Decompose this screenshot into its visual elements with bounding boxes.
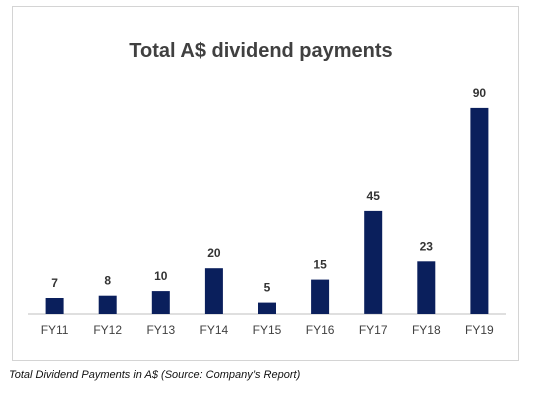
x-tick-label-fy16: FY16 [306, 323, 335, 337]
value-label-fy16: 15 [313, 258, 327, 272]
bar-fy12 [98, 295, 117, 314]
x-tick-label-fy11: FY11 [41, 323, 69, 337]
value-label-fy13: 10 [154, 269, 168, 283]
figure-caption: Total Dividend Payments in A$ (Source: C… [9, 369, 301, 381]
value-label-fy15: 5 [264, 281, 271, 295]
bar-fy17 [364, 210, 383, 314]
x-tick-label-fy18: FY18 [412, 323, 441, 337]
x-tick-label-fy14: FY14 [200, 323, 229, 337]
bars-group [45, 107, 489, 315]
bar-fy19 [470, 107, 489, 315]
value-label-fy12: 8 [104, 274, 111, 288]
bar-fy15 [258, 302, 276, 314]
value-label-fy17: 45 [367, 189, 381, 203]
chart-title: Total A$ dividend payments [129, 40, 392, 62]
tick-labels-group: FY11 FY12 FY13 FY14 FY15 FY16 FY17 FY18 FY19 [41, 323, 494, 337]
x-tick-label-fy12: FY12 [93, 323, 122, 337]
value-label-fy19: 90 [473, 86, 487, 100]
bar-fy13 [151, 291, 170, 314]
x-tick-label-fy13: FY13 [146, 323, 175, 337]
x-tick-label-fy15: FY15 [253, 323, 282, 337]
value-labels-group: 7 8 10 20 5 15 45 23 90 [51, 86, 486, 295]
value-label-fy18: 23 [420, 239, 434, 253]
x-tick-label-fy17: FY17 [359, 323, 388, 337]
chart-frame: Total A$ dividend payments 7 8 10 20 5 15 45 23… [12, 6, 519, 361]
bar-chart: Total A$ dividend payments 7 8 10 20 5 15 45 23… [28, 40, 506, 337]
bar-fy18 [417, 261, 436, 314]
bar-fy16 [311, 279, 330, 314]
value-label-fy14: 20 [207, 246, 221, 260]
bar-fy11 [45, 298, 64, 314]
value-label-fy11: 7 [51, 276, 58, 290]
x-tick-label-fy19: FY19 [465, 323, 494, 337]
bar-fy14 [204, 268, 223, 314]
